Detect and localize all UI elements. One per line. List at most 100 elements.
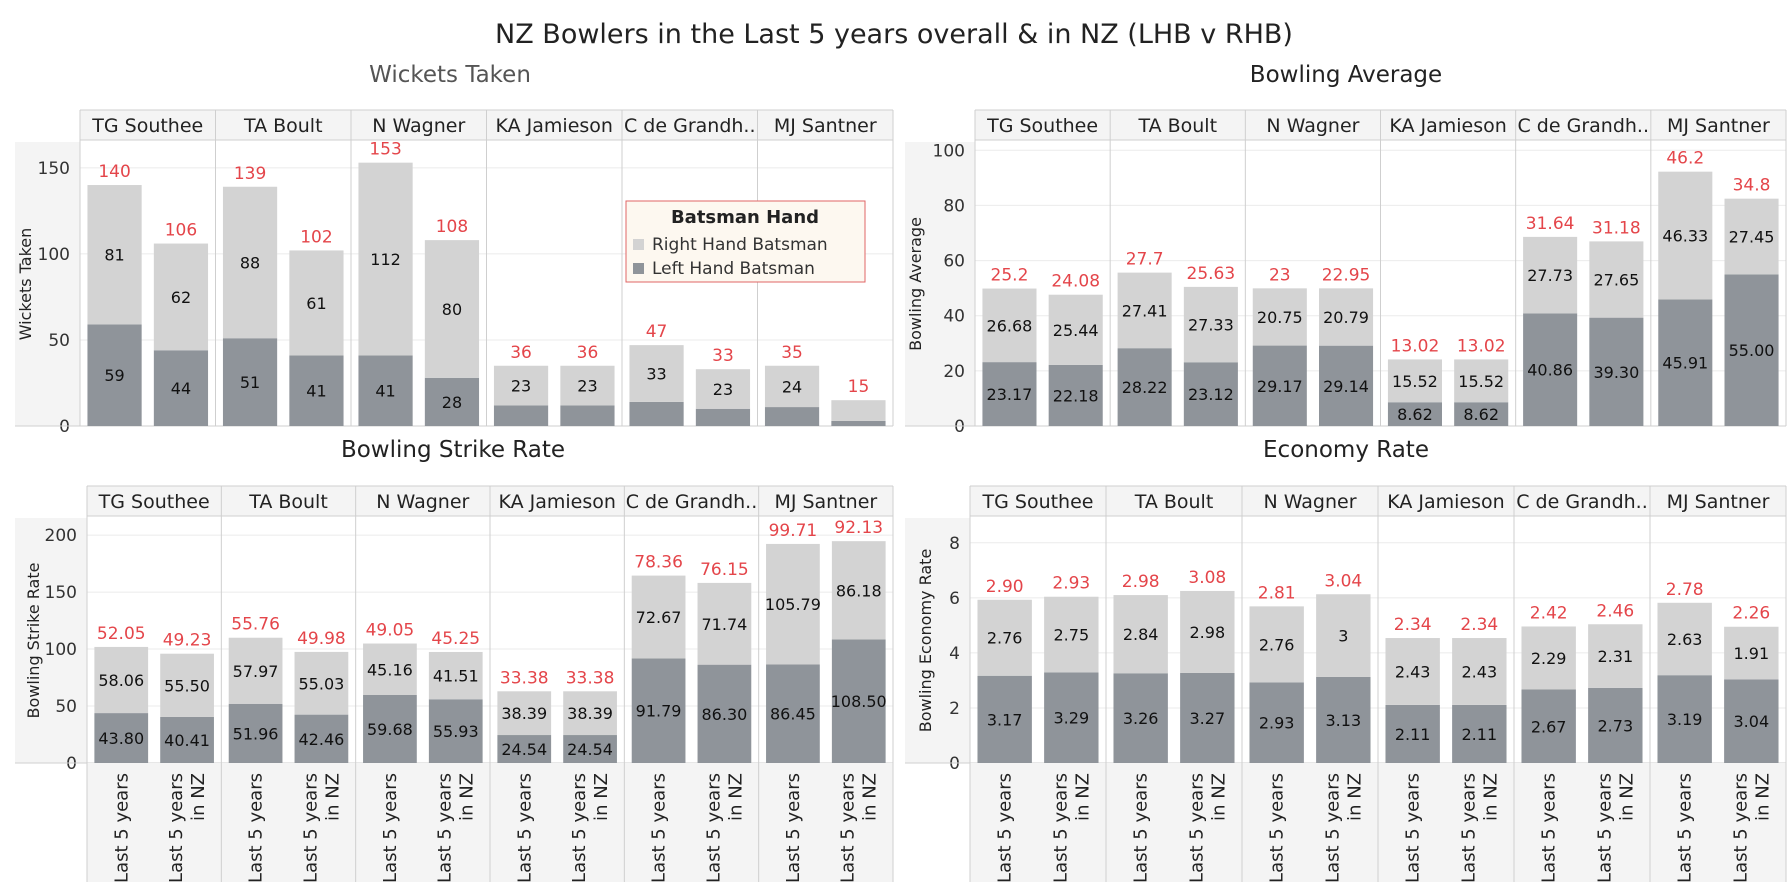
bar-left-hand[interactable] [1387,402,1443,426]
bar-left-hand[interactable] [222,338,278,426]
bar-right-hand[interactable] [766,543,820,665]
bar-right-hand[interactable] [1385,638,1440,705]
bar-right-hand[interactable] [1589,241,1644,318]
bar-right-hand[interactable] [695,369,751,409]
bar-left-hand[interactable] [695,408,751,426]
bar-left-hand[interactable] [629,401,684,426]
bar-right-hand[interactable] [631,575,686,659]
bar-left-hand[interactable] [631,658,686,763]
bar-left-hand[interactable] [764,407,820,426]
bar-right-hand[interactable] [560,365,615,406]
bar-left-hand[interactable] [428,699,483,763]
bar-right-hand[interactable] [1252,288,1307,346]
bar-left-hand[interactable] [1385,704,1440,763]
bar-left-hand[interactable] [363,694,417,763]
bar-right-hand[interactable] [294,651,349,715]
bar-right-hand[interactable] [424,240,480,378]
bar-left-hand[interactable] [1048,364,1103,426]
bar-right-hand[interactable] [1318,288,1374,346]
bar-left-hand[interactable] [1588,687,1643,763]
bar-left-hand[interactable] [1724,679,1779,763]
bar-left-hand[interactable] [1521,689,1576,764]
bar-right-hand[interactable] [94,646,149,714]
bar-right-hand[interactable] [977,599,1032,676]
bar-left-hand[interactable] [294,714,349,763]
bar-right-hand[interactable] [1454,359,1509,403]
bar-right-hand[interactable] [764,365,820,408]
bar-left-hand[interactable] [424,377,480,426]
total-label: 13.02 [1391,336,1440,356]
bar-right-hand[interactable] [87,185,142,325]
bar-left-hand[interactable] [1183,362,1238,426]
bar-left-hand[interactable] [1658,299,1713,426]
bar-right-hand[interactable] [831,400,886,421]
bar-left-hand[interactable] [831,420,886,426]
bar-right-hand[interactable] [1180,590,1235,673]
bar-left-hand[interactable] [1452,704,1507,763]
bar-left-hand[interactable] [289,355,344,426]
bar-left-hand[interactable] [1454,402,1509,426]
bar-left-hand[interactable] [153,350,209,426]
bar-left-hand[interactable] [697,664,752,763]
x-category-label: Last 5 years in NZ [569,773,612,882]
bar-right-hand[interactable] [629,345,684,402]
bar-left-hand[interactable] [1117,348,1172,426]
bar-right-hand[interactable] [1452,638,1507,705]
bar-right-hand[interactable] [1658,171,1713,300]
player-header: N Wagner [1263,491,1356,513]
bar-right-hand[interactable] [982,288,1037,363]
bar-left-hand[interactable] [1657,675,1712,763]
bar-right-hand[interactable] [1724,198,1779,275]
bar-right-hand[interactable] [1117,272,1172,349]
bar-left-hand[interactable] [977,675,1032,763]
bar-right-hand[interactable] [428,651,483,700]
bar-right-hand[interactable] [1048,294,1103,365]
bar-right-hand[interactable] [222,186,278,339]
bar-right-hand[interactable] [1249,606,1304,683]
bar-right-hand[interactable] [289,250,344,356]
bar-right-hand[interactable] [1523,236,1578,314]
bar-right-hand[interactable] [358,162,413,356]
bar-left-hand[interactable] [766,664,820,763]
bar-left-hand[interactable] [1589,317,1644,426]
bar-left-hand[interactable] [1249,682,1304,763]
bar-right-hand[interactable] [363,643,417,695]
bar-left-hand[interactable] [497,735,552,763]
bar-right-hand[interactable] [1387,359,1443,403]
bar-right-hand[interactable] [1588,624,1643,688]
bar-left-hand[interactable] [982,362,1037,426]
bar-left-hand[interactable] [160,716,214,763]
bar-left-hand[interactable] [493,405,549,426]
bar-right-hand[interactable] [563,691,617,736]
bar-left-hand[interactable] [831,639,886,763]
bar-left-hand[interactable] [1044,672,1099,763]
bar-right-hand[interactable] [1044,596,1099,673]
bar-right-hand[interactable] [1183,286,1238,363]
bar-right-hand[interactable] [160,653,214,717]
bar-right-hand[interactable] [493,365,549,406]
bar-right-hand[interactable] [1316,594,1371,677]
bar-right-hand[interactable] [1521,626,1576,690]
bar-right-hand[interactable] [153,243,209,351]
bar-left-hand[interactable] [228,703,283,763]
bar-left-hand[interactable] [1724,274,1779,426]
bar-right-hand[interactable] [497,691,552,736]
bar-left-hand[interactable] [358,355,413,426]
value-label-right-hand: 2.76 [1259,635,1295,654]
bar-left-hand[interactable] [1318,345,1374,426]
bar-right-hand[interactable] [1724,626,1779,680]
bar-left-hand[interactable] [1523,313,1578,426]
bar-left-hand[interactable] [87,324,142,426]
bar-right-hand[interactable] [228,637,283,704]
bar-right-hand[interactable] [1657,602,1712,676]
bar-left-hand[interactable] [1252,345,1307,426]
bar-left-hand[interactable] [1113,673,1168,763]
bar-left-hand[interactable] [1316,676,1371,763]
bar-left-hand[interactable] [94,713,149,763]
bar-left-hand[interactable] [560,405,615,426]
bar-left-hand[interactable] [1180,672,1235,763]
bar-right-hand[interactable] [1113,595,1168,674]
bar-right-hand[interactable] [831,541,886,640]
bar-left-hand[interactable] [563,735,617,763]
bar-right-hand[interactable] [697,582,752,665]
